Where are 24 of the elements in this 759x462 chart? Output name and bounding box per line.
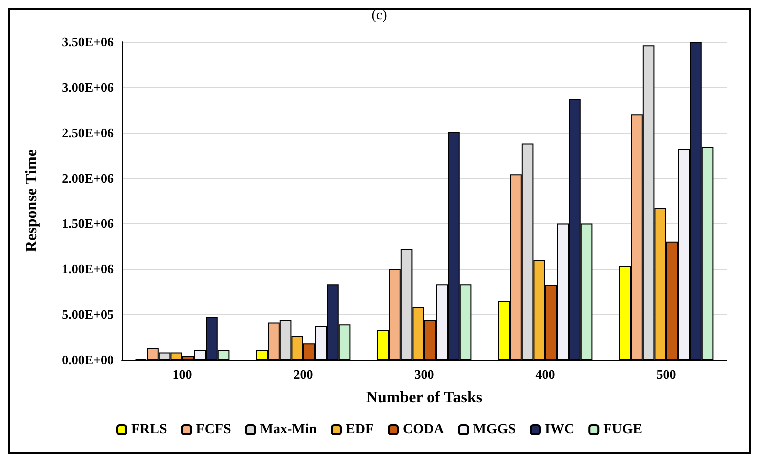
- y-tick-label: 0.00E+00: [62, 352, 114, 368]
- y-tick-label: 2.00E+06: [62, 170, 114, 186]
- chart-title: (c): [372, 8, 388, 24]
- y-tick-label: 1.00E+06: [62, 262, 114, 277]
- y-tick-label: 1.50E+06: [62, 216, 114, 232]
- legend-label: FCFS: [196, 422, 232, 438]
- x-tick-label: 100: [172, 367, 192, 382]
- legend-label: FRLS: [132, 422, 168, 438]
- legend-label: FUGE: [604, 422, 642, 438]
- x-tick-label: 300: [414, 367, 434, 382]
- y-tick-label: 3.00E+06: [62, 80, 114, 95]
- x-axis-title: Number of Tasks: [366, 390, 483, 406]
- legend-label: CODA: [403, 422, 446, 438]
- legend-label: Max-Min: [260, 422, 318, 438]
- x-tick-label: 200: [294, 367, 314, 382]
- y-tick-label: 2.50E+06: [62, 125, 114, 140]
- y-tick-label: 3.50E+06: [62, 34, 114, 50]
- legend-label: EDF: [346, 422, 374, 438]
- y-tick-label: 5.00E+05: [62, 307, 114, 322]
- x-tick-label: 400: [536, 367, 556, 382]
- legend-label: MGGS: [473, 422, 516, 438]
- y-axis-title: Response Time: [24, 150, 40, 252]
- x-tick-label: 500: [656, 367, 676, 382]
- legend-label: IWC: [545, 422, 575, 438]
